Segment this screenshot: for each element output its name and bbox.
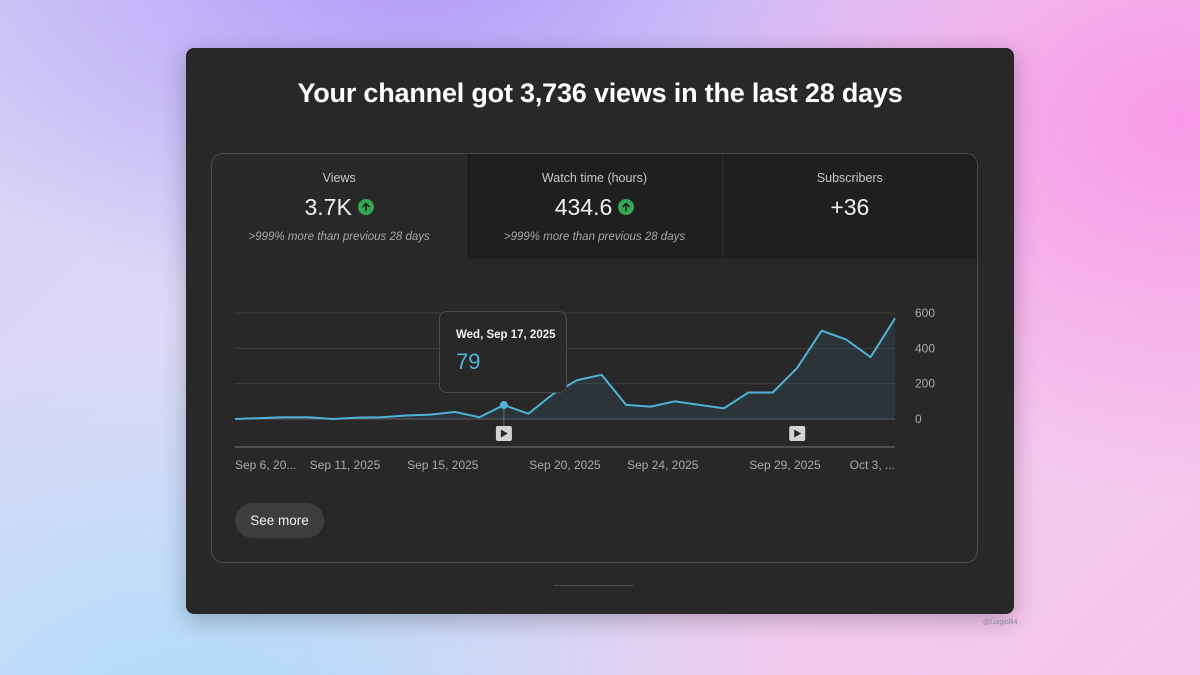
play-triangle: [500, 429, 508, 438]
arrow-up-circle-icon: [357, 199, 374, 215]
play-triangle: [794, 429, 802, 438]
views-chart[interactable]: 0 200 400 600 Sep 6, 20... Sep 11, 2025 Sep 15…: [212, 259, 977, 479]
y-tick-label: 200: [915, 377, 935, 391]
tab-watch-time-value: 434.6: [554, 193, 613, 220]
tab-watch-time-comparison: >999% more than previous 28 days: [503, 231, 686, 243]
headline: Your channel got 3,736 views in the last…: [297, 78, 903, 108]
views-chart-svg: 0 200 400 600 Sep 6, 20... Sep 11, 2025 Sep 15…: [234, 306, 935, 472]
chart-tooltip: Wed, Sep 17, 2025 79: [439, 311, 567, 393]
x-tick-label: Sep 20, 2025: [529, 458, 601, 472]
tab-views-comparison: >999% more than previous 28 days: [248, 231, 430, 243]
y-tick-label: 400: [915, 341, 935, 355]
tab-subscribers[interactable]: Subscribers +36: [721, 154, 977, 259]
x-tick-label: Sep 6, 20...: [235, 458, 296, 472]
tooltip-value: 79: [456, 349, 481, 374]
x-tick-label: Oct 3, ...: [850, 458, 895, 472]
see-more-button[interactable]: See more: [235, 503, 324, 538]
x-tick-label: Sep 29, 2025: [749, 458, 821, 472]
tab-views-value: 3.7K: [304, 193, 352, 220]
watermark: @Luigiolli4: [983, 619, 1018, 626]
tab-watch-time-label: Watch time (hours): [541, 171, 648, 185]
highlighted-point: [499, 401, 508, 410]
tab-subscribers-value: +36: [830, 193, 870, 220]
tooltip-date: Wed, Sep 17, 2025: [456, 329, 556, 341]
analytics-panel: Views 3.7K >999% more than previous 28 d…: [211, 153, 978, 563]
y-tick-label: 0: [915, 412, 922, 426]
tab-watch-time[interactable]: Watch time (hours) 434.6 >999% more than…: [466, 154, 722, 259]
y-tick-label: 600: [915, 306, 935, 320]
x-tick-label: Sep 24, 2025: [627, 458, 699, 472]
pager-indicator: [554, 585, 634, 586]
metric-tabs: Views 3.7K >999% more than previous 28 d…: [212, 154, 977, 259]
tab-views-label: Views: [322, 171, 356, 185]
x-tick-label: Sep 15, 2025: [407, 458, 479, 472]
series-area: [235, 318, 895, 419]
tab-subscribers-label: Subscribers: [816, 171, 883, 185]
arrow-up-circle-icon: [618, 199, 635, 215]
x-tick-label: Sep 11, 2025: [310, 458, 381, 472]
tab-views[interactable]: Views 3.7K >999% more than previous 28 d…: [212, 154, 467, 259]
